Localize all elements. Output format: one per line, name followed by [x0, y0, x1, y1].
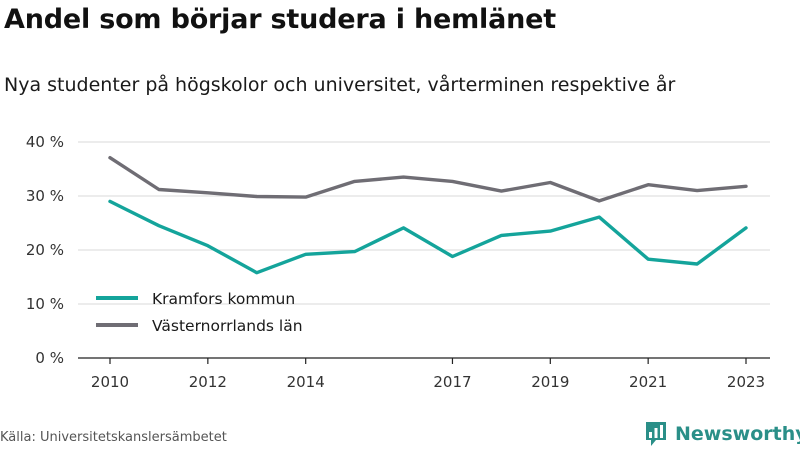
legend: Kramfors kommun Västernorrlands län: [96, 290, 303, 335]
y-tick-label: 40 %: [26, 133, 64, 151]
series-line-vasternorrland: [108, 156, 748, 203]
y-tick-label: 30 %: [26, 187, 64, 205]
x-tick-label: 2019: [531, 373, 569, 391]
x-tick-label: 2023: [727, 373, 765, 391]
newsworthy-logo: Newsworthy: [644, 420, 800, 448]
x-tick-label: 2012: [189, 373, 227, 391]
line-chart: 0 % 10 % 20 % 30 % 40 % 2010 2012 2014 2017 2019 2…: [26, 133, 770, 391]
x-tick-label: 2010: [91, 373, 129, 391]
bar-chart-logo-icon: [646, 422, 666, 446]
series-lines: [108, 156, 748, 275]
grid-lines: [78, 141, 770, 305]
x-tick-label: 2021: [629, 373, 667, 391]
tick-labels: 0 % 10 % 20 % 30 % 40 % 2010 2012 2014 2017 2019 2…: [26, 133, 765, 391]
x-tick-label: 2017: [433, 373, 471, 391]
source-note: Källa: Universitetskanslersämbetet: [0, 430, 227, 445]
x-axis: [78, 357, 770, 364]
y-tick-label: 10 %: [26, 295, 64, 313]
legend-label: Västernorrlands län: [152, 317, 303, 335]
brand-name: Newsworthy: [675, 423, 800, 445]
y-tick-label: 20 %: [26, 241, 64, 259]
chart-subtitle: Nya studenter på högskolor och universit…: [4, 74, 676, 96]
chart-title: Andel som börjar studera i hemlänet: [4, 4, 556, 35]
legend-label: Kramfors kommun: [152, 290, 295, 308]
y-tick-label: 0 %: [35, 349, 64, 367]
series-line-kramfors: [108, 199, 748, 275]
x-tick-label: 2014: [287, 373, 325, 391]
